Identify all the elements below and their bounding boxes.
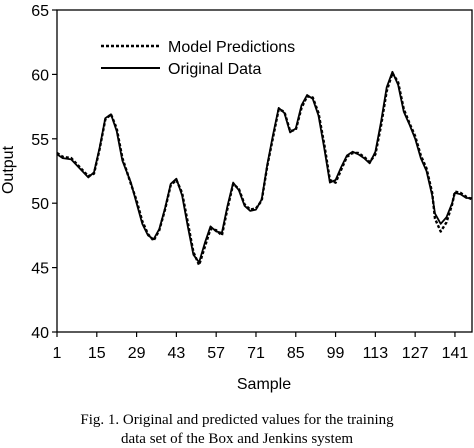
y-tick-label: 45 bbox=[31, 261, 49, 278]
x-tick-label: 99 bbox=[327, 345, 345, 362]
x-tick-label: 29 bbox=[128, 345, 146, 362]
x-tick-label: 141 bbox=[442, 345, 469, 362]
figure-caption-line-1: Fig. 1. Original and predicted values fo… bbox=[80, 412, 394, 428]
legend: Model Predictions Original Data bbox=[101, 39, 295, 78]
legend-label-model-predictions: Model Predictions bbox=[168, 39, 295, 56]
y-tick-label: 40 bbox=[31, 325, 49, 342]
y-tick-label: 55 bbox=[31, 132, 49, 149]
y-tick-label: 65 bbox=[31, 3, 49, 20]
y-axis-label: Output bbox=[0, 145, 17, 194]
series-line-model-predictions bbox=[56, 71, 473, 267]
plot-frame bbox=[56, 9, 473, 333]
series-line-original-data bbox=[56, 70, 472, 264]
x-axis: 1 15 29 43 57 71 85 99 113 127 141 bbox=[53, 332, 469, 362]
x-tick-label: 1 bbox=[53, 345, 62, 362]
x-tick-label: 57 bbox=[207, 345, 225, 362]
series-layer bbox=[56, 70, 473, 267]
y-axis: 40 45 50 55 60 65 bbox=[31, 3, 57, 342]
y-tick-label: 60 bbox=[31, 67, 49, 84]
legend-label-original-data: Original Data bbox=[168, 61, 261, 78]
x-tick-label: 127 bbox=[402, 345, 429, 362]
x-tick-label: 15 bbox=[88, 345, 106, 362]
x-tick-label: 43 bbox=[167, 345, 185, 362]
figure-caption-line-2: data set of the Box and Jenkins system bbox=[120, 431, 354, 447]
x-axis-label: Sample bbox=[237, 376, 291, 393]
y-tick-label: 50 bbox=[31, 196, 49, 213]
x-tick-label: 85 bbox=[287, 345, 305, 362]
x-tick-label: 113 bbox=[363, 345, 389, 362]
x-tick-label: 71 bbox=[247, 345, 265, 362]
